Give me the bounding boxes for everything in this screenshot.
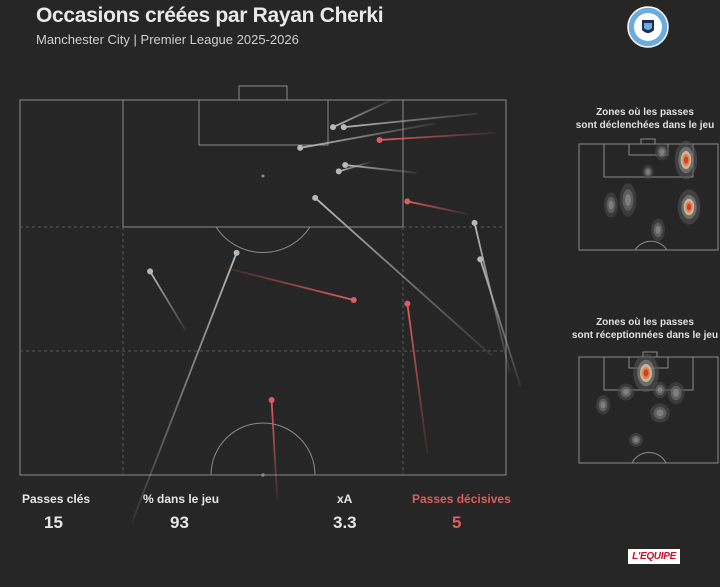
assist-pass — [404, 300, 429, 454]
key-pass — [477, 256, 522, 386]
heat-blob — [643, 369, 649, 377]
stat-value-xa: 3.3 — [333, 513, 357, 532]
heatmap-reception — [596, 353, 685, 447]
pass-origin-point — [312, 194, 319, 201]
penalty-area — [122, 99, 404, 228]
heat-blob — [657, 387, 663, 393]
key-pass — [335, 161, 371, 175]
heatmap-origin-title: Zones où les passes sont déclenchées dan… — [570, 106, 720, 132]
pass-origin-point — [471, 219, 478, 226]
pass-line — [314, 197, 493, 357]
six-yard-box — [198, 99, 329, 146]
heat-blob — [623, 389, 629, 395]
heatmap-origin — [604, 140, 701, 242]
assist-pass — [268, 397, 279, 501]
stat-label-key-passes: Passes clés — [22, 492, 91, 506]
pass-line — [300, 122, 435, 149]
assist-pass — [404, 198, 470, 216]
stat-label-xa: xA — [337, 492, 353, 506]
key-pass — [471, 219, 511, 372]
pass-origin-point — [404, 198, 411, 205]
pass-line — [407, 200, 470, 216]
stat-value-open-play: 93 — [170, 513, 189, 532]
pass-line — [332, 99, 393, 128]
key-pass — [147, 268, 187, 332]
heat-blob — [608, 200, 614, 210]
heat-blob — [655, 226, 661, 234]
stat-value-key-passes: 15 — [44, 513, 63, 532]
pitch-outline — [19, 99, 507, 476]
heatmap-origin-title-line2: sont déclenchées dans le jeu — [575, 120, 715, 131]
stat-label-open-play: % dans le jeu — [143, 492, 220, 506]
pass-origin-point — [335, 168, 342, 175]
chart-title: Occasions créées par Rayan Cherki — [36, 4, 384, 27]
heatmap-reception-title: Zones où les passes sont réceptionnées d… — [570, 316, 720, 342]
pass-origin-point — [404, 300, 411, 307]
key-pass — [131, 249, 240, 522]
heat-blob — [646, 169, 650, 175]
heatmap-origin-pitch — [578, 138, 719, 251]
heat-blob — [683, 156, 689, 164]
heat-blob — [686, 203, 692, 211]
pass-origin-point — [297, 144, 304, 151]
assist-pass — [224, 266, 357, 303]
lequipe-logo: L'EQUIPE — [628, 549, 680, 564]
key-pass — [340, 112, 478, 131]
manchester-city-crest-icon — [627, 6, 669, 48]
heat-blob — [633, 437, 639, 443]
pass-line — [379, 131, 496, 141]
pass-line — [270, 399, 279, 501]
pass-line — [338, 161, 371, 173]
stat-value-assists: 5 — [452, 513, 462, 532]
pass-line — [479, 259, 522, 386]
pass-line — [224, 266, 354, 301]
penalty-spot — [261, 174, 265, 178]
pass-line — [149, 270, 187, 332]
pass-origin-point — [268, 397, 275, 403]
chart-subtitle: Manchester City | Premier League 2025-20… — [36, 32, 299, 47]
penalty-arc — [215, 226, 311, 254]
pass-line — [343, 112, 478, 129]
heatmap-reception-title-line2: sont réceptionnées dans le jeu — [571, 330, 719, 341]
pass-layer — [131, 99, 522, 522]
heat-blob — [600, 401, 606, 409]
assist-pass — [376, 131, 496, 143]
pass-origin-point — [147, 268, 154, 275]
heatmap-reception-title-line1: Zones où les passes — [596, 317, 694, 328]
key-pass — [312, 194, 493, 357]
pass-pitch — [19, 85, 507, 476]
pass-line — [131, 252, 238, 522]
center-spot — [261, 473, 265, 477]
heat-blob — [656, 409, 664, 417]
pass-origin-point — [233, 249, 240, 256]
goal — [238, 85, 288, 101]
pass-origin-point — [340, 124, 347, 131]
pass-origin-point — [330, 124, 337, 131]
heat-blob — [659, 149, 665, 155]
pass-origin-point — [376, 137, 383, 143]
heat-blob — [673, 389, 679, 397]
key-pass — [330, 99, 393, 131]
stat-label-assists: Passes décisives — [412, 492, 511, 506]
pass-line — [406, 303, 429, 454]
center-circle — [210, 422, 316, 476]
pass-origin-point — [350, 297, 357, 303]
pass-origin-point — [477, 256, 484, 263]
key-pass — [297, 122, 435, 151]
heatmap-origin-title-line1: Zones où les passes — [596, 107, 694, 118]
heat-blob — [625, 194, 631, 206]
pass-origin-point — [342, 162, 349, 168]
